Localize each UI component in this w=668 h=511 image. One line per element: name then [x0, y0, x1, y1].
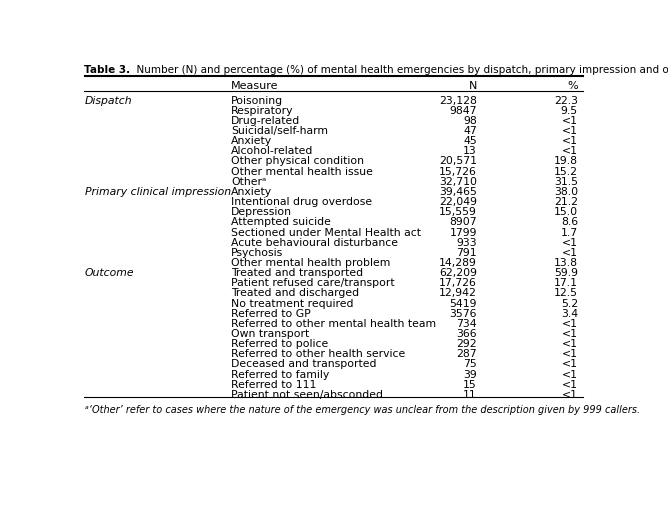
Text: %: %	[567, 81, 578, 91]
Text: 1.7: 1.7	[560, 227, 578, 238]
Text: No treatment required: No treatment required	[231, 298, 353, 309]
Text: 8907: 8907	[450, 217, 477, 227]
Text: <1: <1	[562, 360, 578, 369]
Text: <1: <1	[562, 136, 578, 146]
Text: Anxiety: Anxiety	[231, 136, 272, 146]
Text: 8.6: 8.6	[560, 217, 578, 227]
Text: 59.9: 59.9	[554, 268, 578, 278]
Text: 12.5: 12.5	[554, 288, 578, 298]
Text: <1: <1	[562, 380, 578, 390]
Text: Respiratory: Respiratory	[231, 106, 293, 115]
Text: Suicidal/self-harm: Suicidal/self-harm	[231, 126, 328, 136]
Text: 19.8: 19.8	[554, 156, 578, 167]
Text: Referred to other health service: Referred to other health service	[231, 350, 405, 359]
Text: Number (N) and percentage (%) of mental health emergencies by dispatch, primary : Number (N) and percentage (%) of mental …	[130, 65, 668, 75]
Text: 17.1: 17.1	[554, 278, 578, 288]
Text: Dispatch: Dispatch	[85, 96, 133, 106]
Text: <1: <1	[562, 390, 578, 400]
Text: <1: <1	[562, 116, 578, 126]
Text: 31.5: 31.5	[554, 177, 578, 187]
Text: 62,209: 62,209	[439, 268, 477, 278]
Text: Referred to GP: Referred to GP	[231, 309, 311, 319]
Text: Alcohol-related: Alcohol-related	[231, 146, 313, 156]
Text: 3.4: 3.4	[560, 309, 578, 319]
Text: 9847: 9847	[450, 106, 477, 115]
Text: 15.0: 15.0	[554, 207, 578, 217]
Text: 13.8: 13.8	[554, 258, 578, 268]
Text: Deceased and transported: Deceased and transported	[231, 360, 377, 369]
Text: Otherᵃ: Otherᵃ	[231, 177, 267, 187]
Text: Other mental health problem: Other mental health problem	[231, 258, 390, 268]
Text: 287: 287	[456, 350, 477, 359]
Text: 38.0: 38.0	[554, 187, 578, 197]
Text: 3576: 3576	[450, 309, 477, 319]
Text: 15.2: 15.2	[554, 167, 578, 177]
Text: 5.2: 5.2	[560, 298, 578, 309]
Text: 98: 98	[463, 116, 477, 126]
Text: Depression: Depression	[231, 207, 292, 217]
Text: Referred to family: Referred to family	[231, 369, 329, 380]
Text: Outcome: Outcome	[85, 268, 135, 278]
Text: <1: <1	[562, 369, 578, 380]
Text: Acute behavioural disturbance: Acute behavioural disturbance	[231, 238, 398, 248]
Text: Referred to 111: Referred to 111	[231, 380, 317, 390]
Text: Intentional drug overdose: Intentional drug overdose	[231, 197, 372, 207]
Text: 9.5: 9.5	[560, 106, 578, 115]
Text: Table 3.: Table 3.	[84, 65, 130, 75]
Text: 1799: 1799	[450, 227, 477, 238]
Text: 14,289: 14,289	[439, 258, 477, 268]
Text: Anxiety: Anxiety	[231, 187, 272, 197]
Text: 5419: 5419	[450, 298, 477, 309]
Text: Drug-related: Drug-related	[231, 116, 301, 126]
Text: 15,726: 15,726	[439, 167, 477, 177]
Text: <1: <1	[562, 319, 578, 329]
Text: 39,465: 39,465	[439, 187, 477, 197]
Text: 75: 75	[463, 360, 477, 369]
Text: Referred to police: Referred to police	[231, 339, 328, 349]
Text: 11: 11	[463, 390, 477, 400]
Text: 791: 791	[456, 248, 477, 258]
Text: Psychosis: Psychosis	[231, 248, 283, 258]
Text: 21.2: 21.2	[554, 197, 578, 207]
Text: 17,726: 17,726	[439, 278, 477, 288]
Text: 22,049: 22,049	[439, 197, 477, 207]
Text: 47: 47	[463, 126, 477, 136]
Text: <1: <1	[562, 329, 578, 339]
Text: N: N	[468, 81, 477, 91]
Text: Patient not seen/absconded: Patient not seen/absconded	[231, 390, 383, 400]
Text: ᵃ‘Other’ refer to cases where the nature of the emergency was unclear from the d: ᵃ‘Other’ refer to cases where the nature…	[85, 405, 640, 415]
Text: <1: <1	[562, 126, 578, 136]
Text: 32,710: 32,710	[439, 177, 477, 187]
Text: Referred to other mental health team: Referred to other mental health team	[231, 319, 436, 329]
Text: 23,128: 23,128	[439, 96, 477, 106]
Text: 20,571: 20,571	[439, 156, 477, 167]
Text: 39: 39	[463, 369, 477, 380]
Text: <1: <1	[562, 238, 578, 248]
Text: 13: 13	[463, 146, 477, 156]
Text: 15: 15	[463, 380, 477, 390]
Text: 292: 292	[456, 339, 477, 349]
Text: Primary clinical impression: Primary clinical impression	[85, 187, 231, 197]
Text: 15,559: 15,559	[439, 207, 477, 217]
Text: <1: <1	[562, 339, 578, 349]
Text: 933: 933	[456, 238, 477, 248]
Text: Own transport: Own transport	[231, 329, 309, 339]
Text: 22.3: 22.3	[554, 96, 578, 106]
Text: <1: <1	[562, 248, 578, 258]
Text: <1: <1	[562, 146, 578, 156]
Text: Other mental health issue: Other mental health issue	[231, 167, 373, 177]
Text: Other physical condition: Other physical condition	[231, 156, 364, 167]
Text: 734: 734	[456, 319, 477, 329]
Text: 366: 366	[456, 329, 477, 339]
Text: Poisoning: Poisoning	[231, 96, 283, 106]
Text: Measure: Measure	[231, 81, 279, 91]
Text: Attempted suicide: Attempted suicide	[231, 217, 331, 227]
Text: Patient refused care/transport: Patient refused care/transport	[231, 278, 395, 288]
Text: Treated and discharged: Treated and discharged	[231, 288, 359, 298]
Text: Treated and transported: Treated and transported	[231, 268, 363, 278]
Text: <1: <1	[562, 350, 578, 359]
Text: 12,942: 12,942	[439, 288, 477, 298]
Text: Sectioned under Mental Health act: Sectioned under Mental Health act	[231, 227, 421, 238]
Text: 45: 45	[463, 136, 477, 146]
